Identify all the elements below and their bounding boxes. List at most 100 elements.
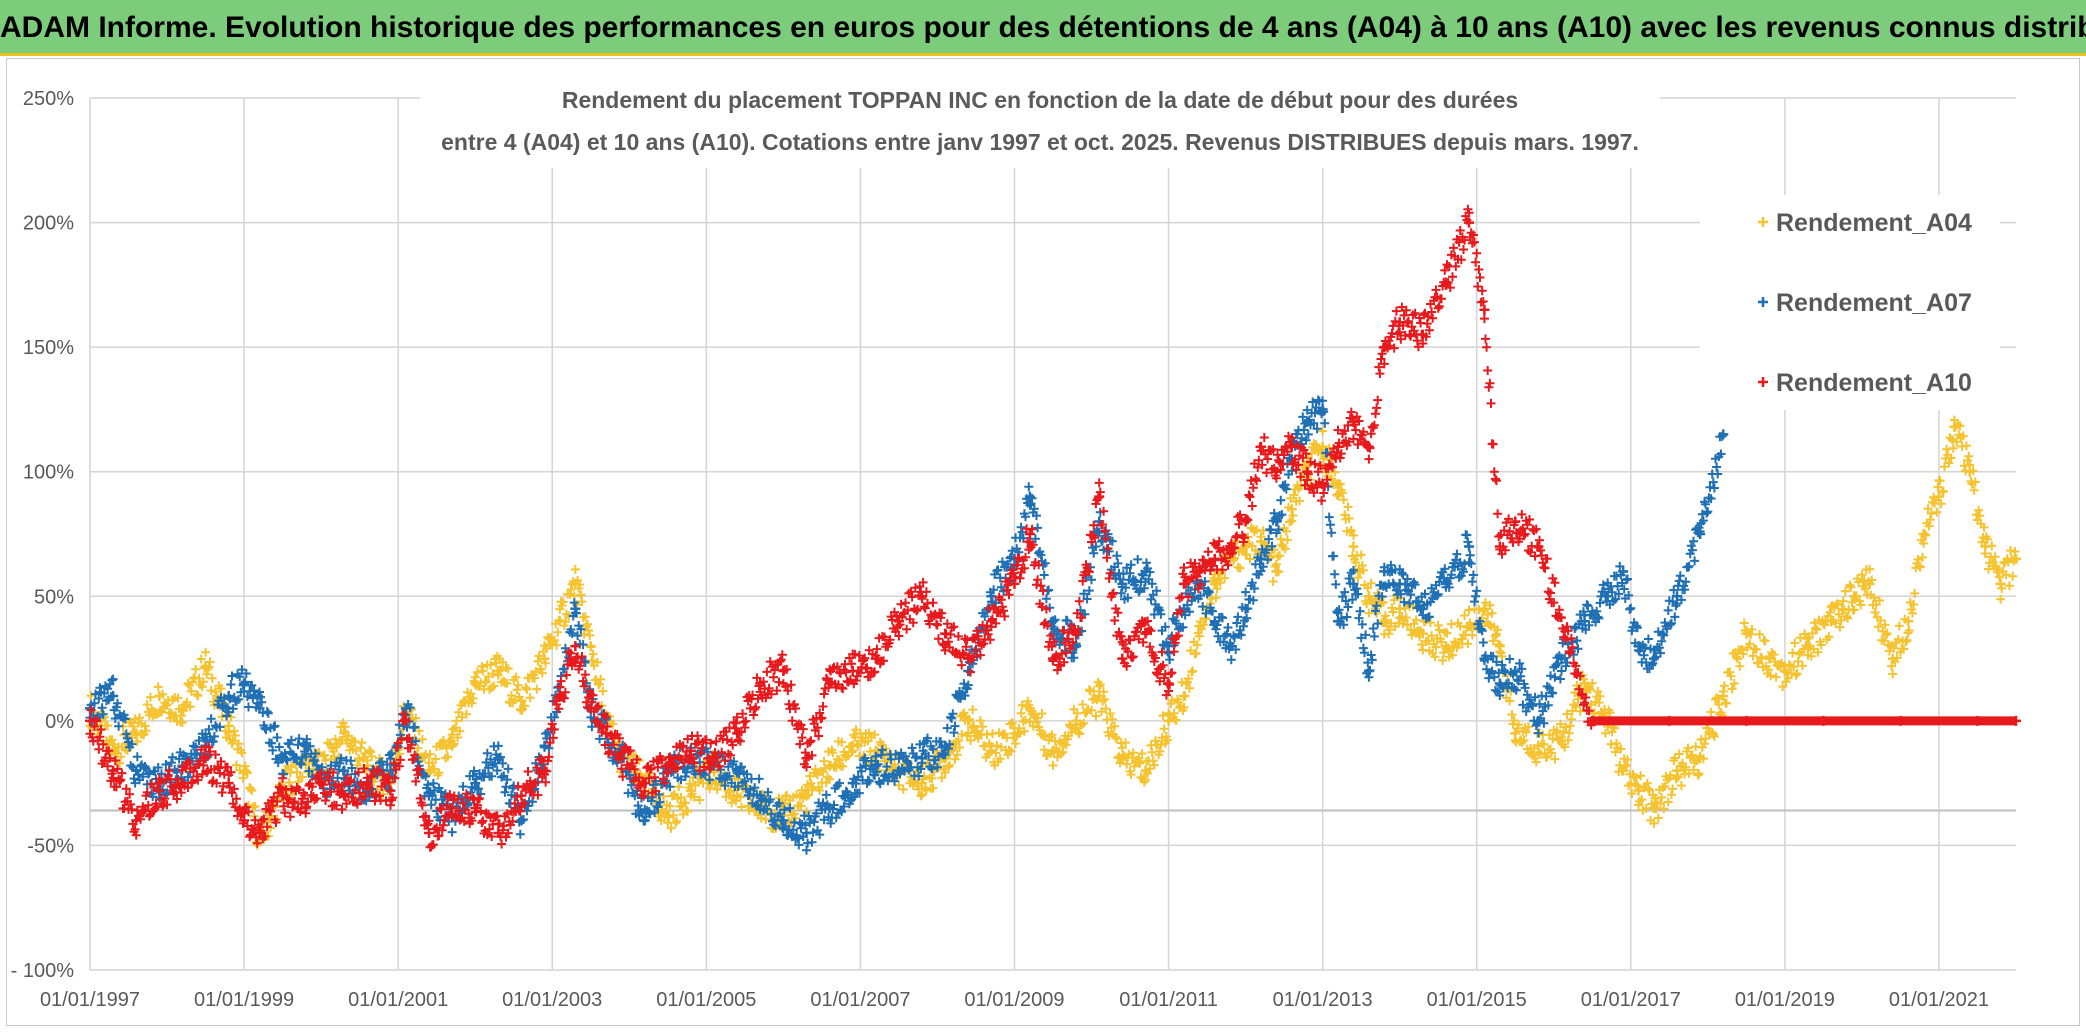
- data-point: [963, 715, 974, 726]
- data-point: [940, 628, 951, 639]
- data-point: [1163, 715, 1174, 726]
- data-point: [1117, 753, 1128, 764]
- data-point: [1903, 616, 1914, 627]
- data-point: [1178, 690, 1189, 701]
- data-point: [1417, 628, 1428, 639]
- series-layer: [85, 204, 2021, 855]
- data-point: [1271, 516, 1282, 527]
- y-tick-label: - 100%: [11, 960, 75, 982]
- data-point: [1209, 616, 1220, 627]
- data-point: [1209, 553, 1220, 564]
- data-point: [516, 695, 527, 706]
- data-point: [1864, 578, 1875, 589]
- data-point: [801, 790, 812, 801]
- axis-layer: - 100% -50% 0% 50% 100% 150% 200% 250% 01/01/199…: [11, 88, 1989, 1011]
- data-point: [1240, 603, 1251, 614]
- data-point: [1494, 641, 1505, 652]
- data-point: [1163, 678, 1174, 689]
- data-point: [254, 703, 265, 714]
- data-point: [1256, 553, 1267, 564]
- data-point: [385, 765, 396, 776]
- data-point: [1818, 715, 1829, 726]
- data-point: [732, 790, 743, 801]
- data-point: [1209, 578, 1220, 589]
- data-point: [223, 778, 234, 789]
- data-point: [1648, 653, 1659, 664]
- data-point: [470, 678, 481, 689]
- data-point: [1024, 703, 1035, 714]
- x-tick-label: 01/01/2011: [1119, 989, 1218, 1011]
- data-point: [108, 690, 119, 701]
- data-point: [778, 815, 789, 826]
- data-point: [447, 740, 458, 751]
- data-point: [1117, 578, 1128, 589]
- data-point: [1718, 690, 1729, 701]
- data-point: [539, 740, 550, 751]
- data-point: [1140, 566, 1151, 577]
- y-tick-label: 200%: [23, 213, 74, 235]
- data-point: [685, 785, 696, 796]
- data-point: [1533, 715, 1544, 726]
- data-point: [893, 616, 904, 627]
- data-point: [539, 765, 550, 776]
- data-point: [639, 815, 650, 826]
- data-point: [570, 578, 581, 589]
- data-point: [85, 715, 95, 726]
- x-tick-label: 01/01/1999: [194, 989, 294, 1011]
- data-point: [1695, 753, 1706, 764]
- data-point: [893, 765, 904, 776]
- data-point: [755, 678, 766, 689]
- data-point: [585, 703, 596, 714]
- data-point: [1009, 728, 1020, 739]
- y-tick-label: 250%: [23, 88, 74, 110]
- data-point: [1741, 715, 1752, 726]
- data-point: [177, 778, 188, 789]
- x-tick-label: 01/01/2015: [1427, 989, 1527, 1011]
- data-point: [300, 740, 311, 751]
- data-point: [662, 760, 673, 771]
- data-point: [870, 653, 881, 664]
- data-point: [1949, 421, 1960, 432]
- data-point: [1379, 566, 1390, 577]
- data-point: [1163, 641, 1174, 652]
- data-point: [639, 778, 650, 789]
- data-point: [1348, 578, 1359, 589]
- data-point: [1533, 541, 1544, 552]
- data-point: [1225, 541, 1236, 552]
- x-tick-label: 01/01/2007: [810, 989, 910, 1011]
- data-point: [1556, 653, 1567, 664]
- data-point: [1440, 641, 1451, 652]
- data-point: [447, 803, 458, 814]
- data-point: [339, 728, 350, 739]
- data-point: [1194, 566, 1205, 577]
- data-point: [1417, 603, 1428, 614]
- data-point: [1802, 641, 1813, 652]
- data-point: [1394, 578, 1405, 589]
- data-point: [1363, 591, 1374, 602]
- data-point: [154, 690, 165, 701]
- data-point: [847, 666, 858, 677]
- data-point: [1672, 765, 1683, 776]
- data-point: [223, 690, 234, 701]
- data-point: [2011, 715, 2021, 726]
- data-point: [662, 810, 673, 821]
- x-tick-label: 01/01/2021: [1889, 989, 1989, 1011]
- data-point: [940, 740, 951, 751]
- data-point: [1348, 541, 1359, 552]
- data-point: [1317, 441, 1328, 452]
- data-point: [732, 765, 743, 776]
- data-point: [870, 760, 881, 771]
- data-point: [1618, 765, 1629, 776]
- data-point: [1363, 441, 1374, 452]
- data-point: [570, 641, 581, 652]
- data-point: [554, 616, 565, 627]
- data-point: [755, 790, 766, 801]
- data-point: [570, 603, 581, 614]
- legend: Rendement_A04 Rendement_A07 Rendement_A10: [1700, 195, 2000, 410]
- data-point: [986, 616, 997, 627]
- data-point: [1556, 735, 1567, 746]
- data-point: [1317, 479, 1328, 490]
- series-Rendement_A10: [85, 204, 2021, 852]
- legend-box: [1700, 195, 2000, 410]
